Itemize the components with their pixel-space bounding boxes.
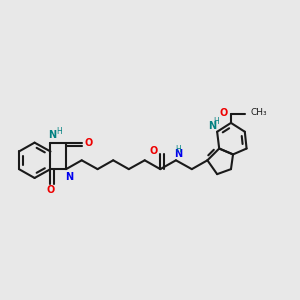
Text: H: H [176, 145, 181, 154]
Text: N: N [208, 122, 216, 131]
Text: O: O [150, 146, 158, 157]
Text: N: N [66, 172, 74, 182]
Text: CH₃: CH₃ [251, 108, 267, 117]
Text: N: N [48, 130, 56, 140]
Text: H: H [56, 127, 61, 136]
Text: O: O [220, 108, 228, 118]
Text: N: N [174, 148, 182, 158]
Text: H: H [213, 117, 218, 126]
Text: O: O [46, 185, 55, 195]
Text: O: O [85, 138, 93, 148]
